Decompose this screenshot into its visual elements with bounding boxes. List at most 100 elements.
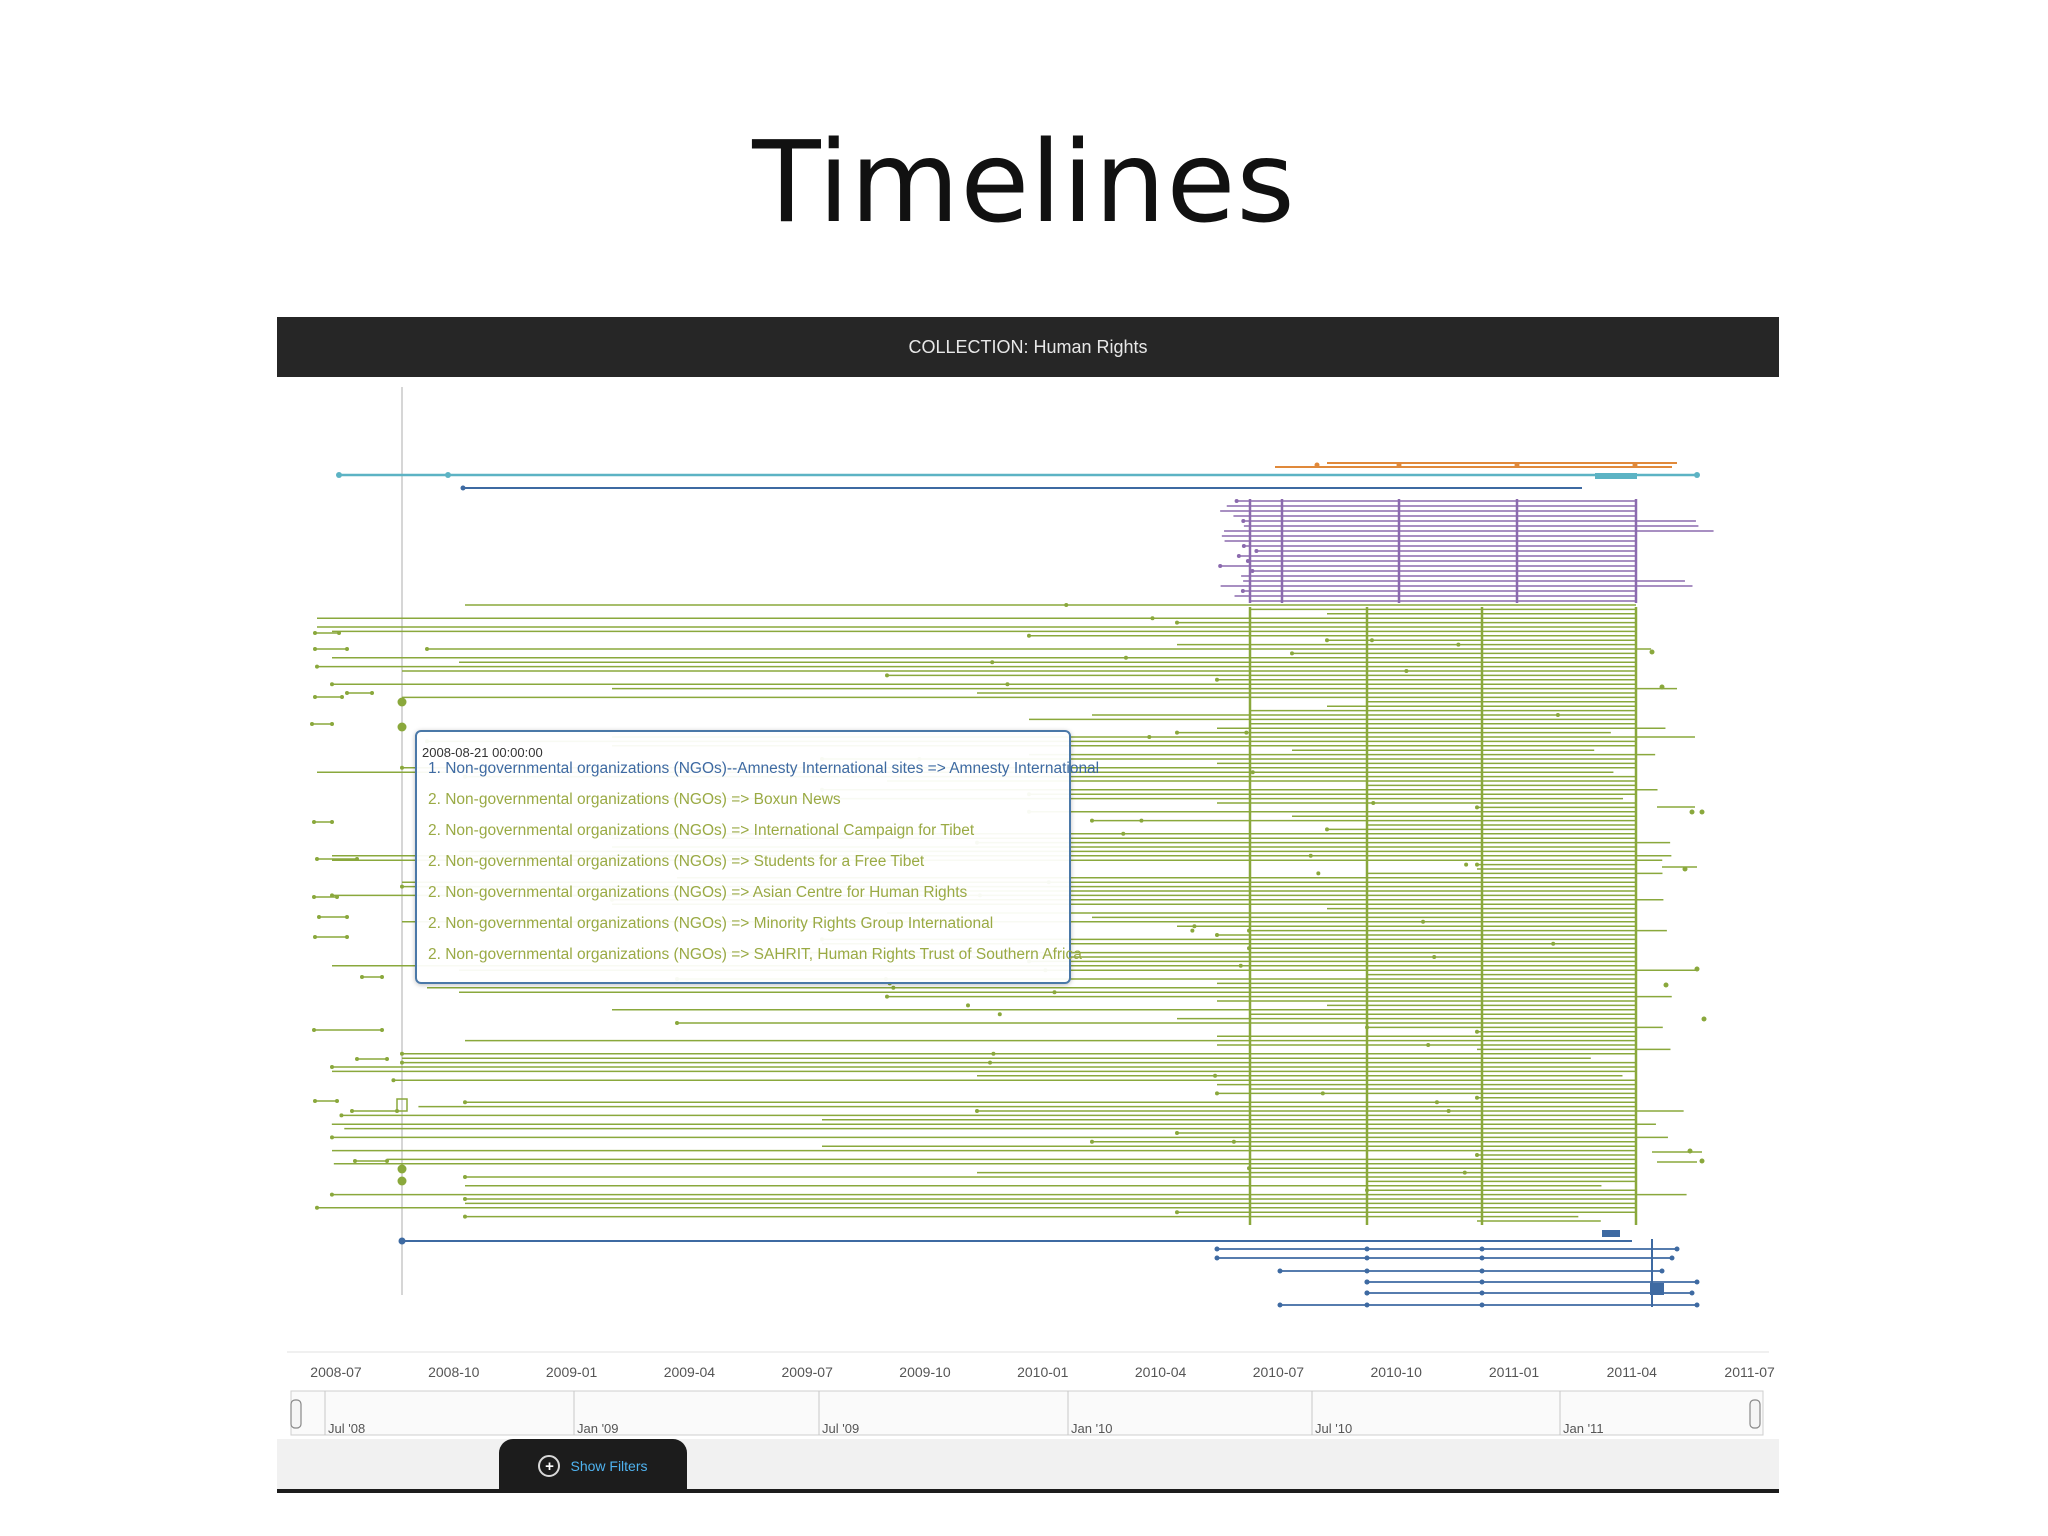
- event-marker: [385, 1159, 389, 1163]
- event-marker: [1694, 1302, 1700, 1308]
- event-marker: [1650, 1283, 1664, 1295]
- collection-label: COLLECTION: Human Rights: [908, 336, 1148, 357]
- range-handle-right[interactable]: [1749, 1399, 1761, 1429]
- event-marker: [335, 1099, 339, 1103]
- event-marker: [997, 1012, 1002, 1017]
- event-marker: [975, 1109, 979, 1113]
- event-marker: [1701, 1016, 1707, 1022]
- event-marker: [1456, 642, 1461, 647]
- event-marker: [1475, 1095, 1479, 1100]
- event-marker: [1432, 955, 1437, 959]
- hover-tooltip: 2008-08-21 00:00:00 1. Non-governmental …: [415, 730, 1099, 984]
- event-marker: [463, 1175, 467, 1179]
- event-marker: [310, 722, 314, 726]
- event-marker: [1602, 1230, 1620, 1237]
- event-marker: [1479, 1255, 1485, 1261]
- event-marker: [1277, 1268, 1283, 1274]
- event-marker: [1064, 603, 1069, 607]
- event-marker: [1218, 564, 1223, 568]
- event-marker: [313, 647, 317, 651]
- event-marker: [1240, 589, 1245, 593]
- event-marker: [1244, 730, 1249, 735]
- event-marker: [1090, 1139, 1094, 1144]
- event-marker: [1659, 684, 1665, 690]
- event-marker: [345, 691, 349, 695]
- event-marker: [370, 691, 374, 695]
- slide-title: Timelines: [752, 118, 1296, 248]
- event-marker: [400, 1051, 404, 1056]
- event-marker: [335, 895, 339, 899]
- event-marker: [1250, 569, 1255, 573]
- x-axis-tick-label: 2009-01: [546, 1364, 598, 1380]
- event-marker: [1314, 462, 1320, 468]
- event-marker: [1404, 669, 1409, 673]
- event-marker: [355, 857, 359, 861]
- event-marker: [1446, 1109, 1451, 1113]
- event-marker: [1052, 990, 1057, 995]
- event-marker: [400, 765, 404, 770]
- event-marker: [1369, 638, 1374, 643]
- event-marker: [1215, 677, 1219, 682]
- x-axis-tick-label: 2009-07: [782, 1364, 834, 1380]
- filters-bar: + Show Filters: [277, 1439, 1779, 1493]
- x-axis-tick-label: 2010-10: [1371, 1364, 1423, 1380]
- event-marker: [1649, 649, 1655, 655]
- event-marker: [988, 1060, 993, 1065]
- event-marker: [1464, 862, 1469, 867]
- event-marker: [1215, 933, 1219, 937]
- tooltip-item: 2. Non-governmental organizations (NGOs)…: [428, 946, 1082, 963]
- event-marker: [339, 1113, 344, 1118]
- event-marker: [313, 935, 317, 939]
- event-marker: [396, 1098, 408, 1112]
- event-marker: [313, 631, 317, 635]
- event-marker: [1147, 735, 1152, 739]
- tooltip-item: 2. Non-governmental organizations (NGOs)…: [428, 853, 925, 870]
- event-marker: [463, 1100, 467, 1105]
- plus-icon: +: [538, 1455, 561, 1477]
- event-marker: [380, 1028, 384, 1032]
- tooltip-item: 2. Non-governmental organizations (NGOs)…: [428, 915, 994, 932]
- event-marker: [330, 722, 334, 726]
- event-marker: [340, 695, 344, 699]
- event-marker: [1250, 770, 1255, 775]
- event-marker: [1364, 1290, 1370, 1296]
- event-marker: [1213, 1073, 1218, 1078]
- event-marker: [1231, 1139, 1236, 1144]
- event-marker: [1364, 1279, 1370, 1285]
- x-axis-tick-label: 2010-07: [1253, 1364, 1305, 1380]
- event-marker: [1325, 638, 1329, 643]
- event-marker: [1290, 651, 1294, 656]
- event-marker: [1669, 1255, 1675, 1261]
- range-handle-left[interactable]: [290, 1399, 302, 1429]
- event-marker: [1371, 801, 1376, 805]
- tooltip-date: 2008-08-21 00:00:00: [422, 745, 543, 760]
- event-marker: [1215, 1091, 1219, 1096]
- event-marker: [1479, 1290, 1485, 1296]
- event-marker: [1241, 519, 1246, 523]
- event-marker: [1479, 1279, 1485, 1285]
- show-filters-button[interactable]: + Show Filters: [499, 1439, 687, 1493]
- overview-navigator[interactable]: Jul '08 Jan '09 Jul '09 Jan '10 Jul '10 Jan '…: [287, 1390, 1767, 1437]
- event-marker: [1421, 919, 1426, 924]
- event-marker: [1005, 682, 1010, 687]
- event-marker: [1694, 1279, 1700, 1285]
- event-marker: [345, 647, 349, 651]
- event-marker: [1694, 472, 1700, 478]
- tooltip-item: 2. Non-governmental organizations (NGOs)…: [428, 822, 975, 839]
- overview-track: [290, 1390, 1764, 1436]
- event-marker: [1689, 809, 1695, 815]
- event-marker: [1479, 1246, 1485, 1252]
- event-marker: [1214, 1246, 1220, 1252]
- event-marker: [463, 1197, 467, 1201]
- event-marker: [1121, 831, 1126, 836]
- event-marker: [1426, 1043, 1431, 1047]
- event-marker: [1150, 616, 1155, 621]
- event-marker: [1325, 827, 1329, 832]
- event-marker: [400, 884, 404, 889]
- tooltip-item: 1. Non-governmental organizations (NGOs)…: [428, 760, 1100, 777]
- event-marker: [1632, 462, 1638, 468]
- overview-tick-label: Jul '10: [1315, 1421, 1352, 1436]
- event-marker: [391, 1078, 396, 1083]
- event-marker: [337, 631, 341, 635]
- event-marker: [330, 1135, 334, 1140]
